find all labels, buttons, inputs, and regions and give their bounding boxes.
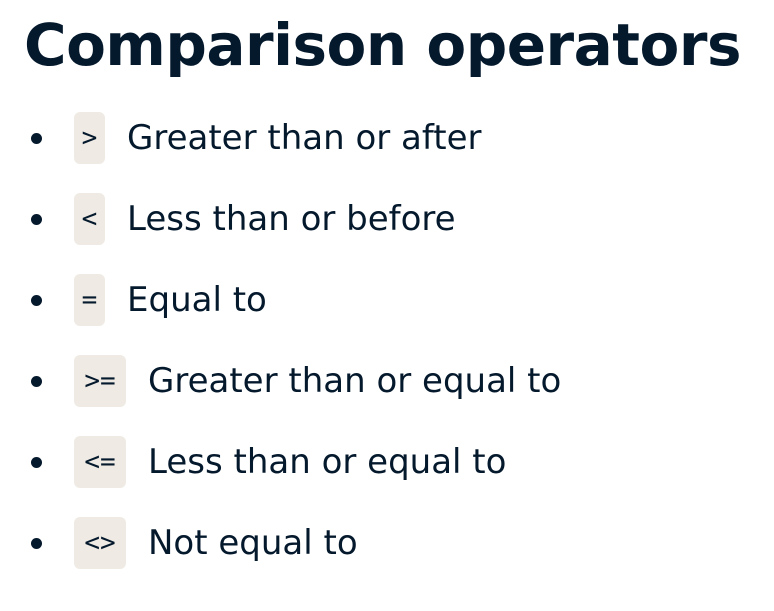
operator-description: Not equal to: [148, 523, 358, 563]
operator-description: Less than or before: [127, 199, 456, 239]
operator-symbol: <=: [74, 436, 126, 488]
operator-symbol: =: [74, 274, 105, 326]
operator-symbol: <: [74, 193, 105, 245]
operator-description: Equal to: [127, 280, 267, 320]
operator-item-not-equal: <> Not equal to: [0, 517, 774, 569]
bullet-icon: [31, 133, 42, 144]
operator-item-equal: = Equal to: [0, 274, 774, 326]
operator-symbol: >=: [74, 355, 126, 407]
bullet-icon: [31, 376, 42, 387]
operator-item-greater-or-equal: >= Greater than or equal to: [0, 355, 774, 407]
page-title: Comparison operators: [24, 11, 741, 79]
operator-description: Greater than or equal to: [148, 361, 562, 401]
bullet-icon: [31, 214, 42, 225]
bullet-icon: [31, 538, 42, 549]
bullet-icon: [31, 295, 42, 306]
operator-item-less-or-equal: <= Less than or equal to: [0, 436, 774, 488]
operator-description: Greater than or after: [127, 118, 482, 158]
operator-symbol: >: [74, 112, 105, 164]
bullet-icon: [31, 457, 42, 468]
operator-description: Less than or equal to: [148, 442, 507, 482]
operator-symbol: <>: [74, 517, 126, 569]
operator-item-less-than: < Less than or before: [0, 193, 774, 245]
operator-item-greater-than: > Greater than or after: [0, 112, 774, 164]
